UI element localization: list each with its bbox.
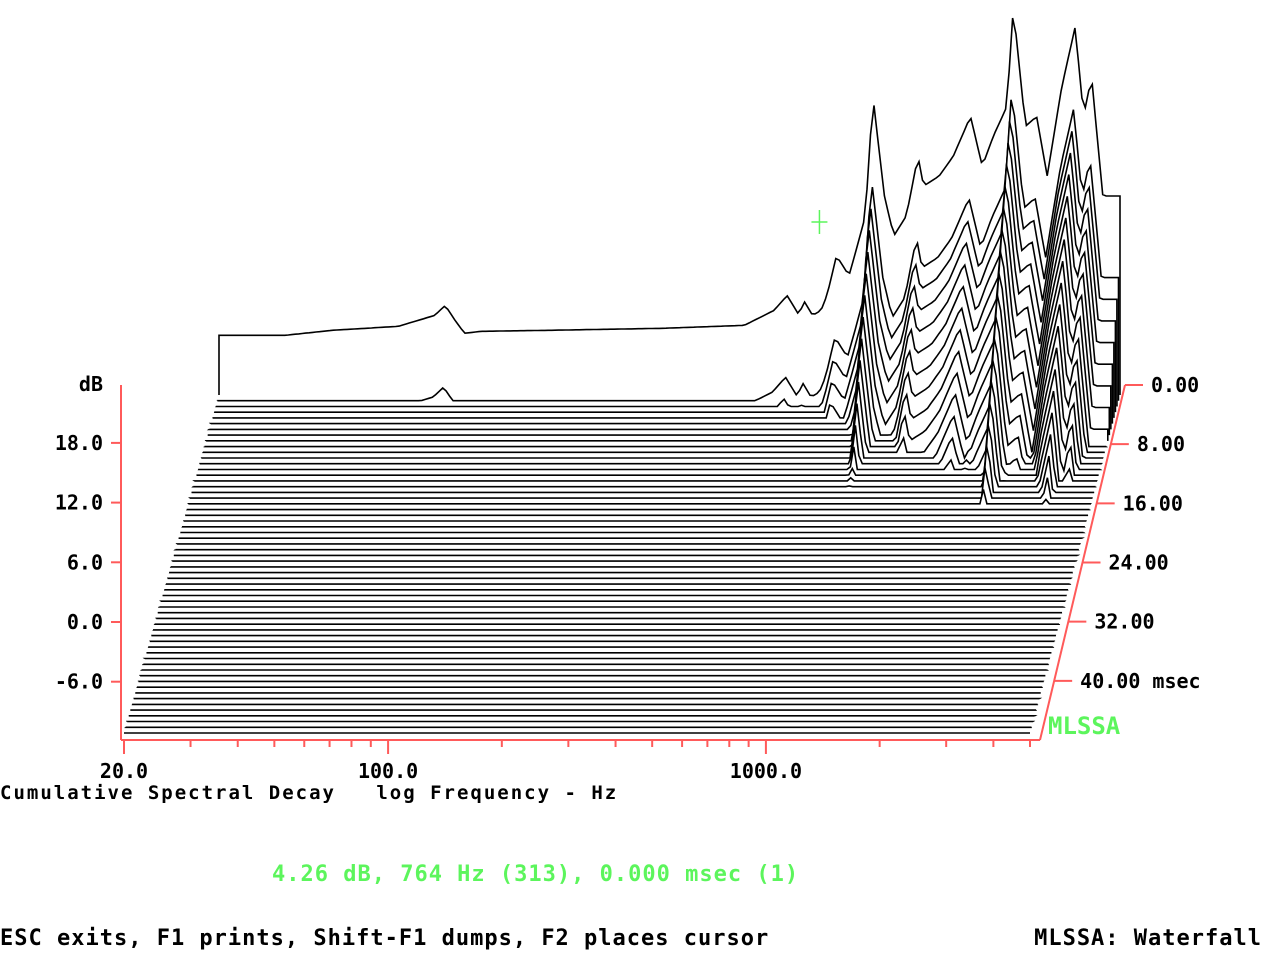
- time-tick-label: 0.00: [1151, 373, 1199, 397]
- decay-slice: [215, 121, 1118, 408]
- decay-slice: [198, 337, 1103, 465]
- decay-slice: [203, 272, 1108, 448]
- decay-slice: [197, 359, 1103, 471]
- y-axis-label: dB: [79, 372, 103, 396]
- x-tick-label: 20.0: [100, 759, 148, 783]
- decay-slice: [207, 229, 1111, 436]
- decay-slice: [191, 424, 1097, 488]
- time-tick-label: 40.00 msec: [1080, 669, 1200, 693]
- waterfall-slices: [124, 17, 1121, 734]
- decay-slice: [213, 142, 1117, 413]
- decay-slice: [192, 402, 1098, 482]
- cursor-readout: 4.26 dB, 764 Hz (313), 0.000 msec (1): [272, 862, 800, 887]
- decay-slice: [208, 186, 1114, 425]
- mode-label: MLSSA: Waterfall: [1034, 926, 1262, 951]
- decay-slice: [212, 164, 1115, 419]
- decay-slice: [196, 381, 1099, 477]
- slice-fill: [190, 467, 1093, 499]
- time-tick-label: 24.00: [1109, 551, 1169, 575]
- axis-labels: dB 18.0 12.0 6.0 0.0 -6.0 20.0 100.0 1000.0 0.00 8…: [55, 372, 1201, 783]
- chart-caption: Cumulative Spectral Decay log Frequency …: [0, 782, 618, 804]
- x-tick-label: 100.0: [358, 759, 418, 783]
- decay-slice: [191, 445, 1095, 494]
- slice-fill: [188, 489, 1092, 504]
- chart-title: Cumulative Spectral Decay: [0, 782, 336, 804]
- decay-slice: [188, 467, 1093, 499]
- slice-fill: [219, 18, 1120, 395]
- decay-slice: [200, 316, 1104, 461]
- axes: [111, 210, 1143, 754]
- slice-fill: [199, 337, 1102, 464]
- decay-slice: [187, 489, 1092, 505]
- x-tick-label: 1000.0: [730, 759, 802, 783]
- help-bar: ESC exits, F1 prints, Shift-F1 dumps, F2…: [0, 926, 770, 951]
- decay-slice: [216, 99, 1120, 402]
- brand-label: MLSSA: [1048, 712, 1121, 740]
- y-tick-label: 0.0: [67, 610, 103, 634]
- y-tick-label: 6.0: [67, 550, 103, 574]
- y-tick-label: 12.0: [55, 491, 103, 515]
- decay-slice: [218, 17, 1121, 395]
- decay-slice: [202, 294, 1105, 454]
- time-tick-label: 16.00: [1123, 491, 1183, 515]
- decay-slice: [206, 207, 1112, 431]
- y-tick-label: 18.0: [55, 431, 103, 455]
- y-tick-label: -6.0: [55, 670, 103, 694]
- slice-fill: [217, 99, 1119, 401]
- time-tick-label: 32.00: [1094, 610, 1154, 634]
- decay-slice: [204, 251, 1109, 442]
- time-tick-label: 8.00: [1137, 432, 1185, 456]
- x-axis-label: log Frequency - Hz: [376, 782, 619, 804]
